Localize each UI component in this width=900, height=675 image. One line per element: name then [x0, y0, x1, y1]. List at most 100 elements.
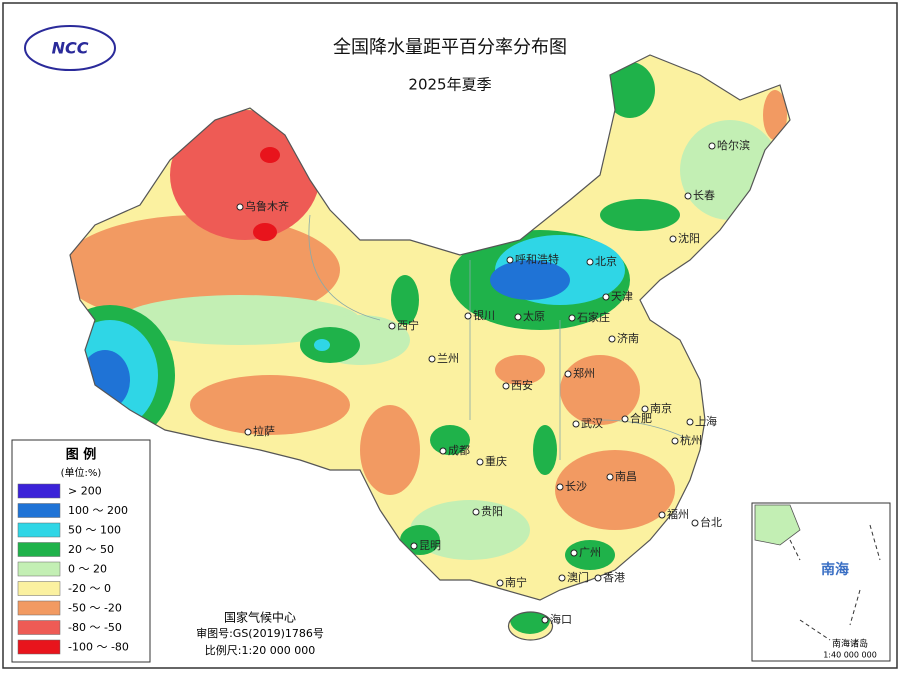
city-marker [244, 428, 252, 436]
legend-swatch [17, 620, 61, 635]
city-name: 沈阳 [678, 231, 700, 245]
city-marker [658, 511, 666, 519]
city-name: 北京 [595, 254, 617, 268]
legend-label: 100 ～ 200 [68, 504, 128, 517]
city-name: 济南 [617, 331, 639, 345]
legend-swatch [17, 503, 61, 518]
legend-label: 50 ～ 100 [68, 524, 121, 537]
legend-label: -50 ～ -20 [68, 602, 122, 615]
city-name: 台北 [700, 515, 722, 529]
inset-caption: 南海诸岛 [832, 638, 868, 650]
legend-label: -80 ～ -50 [68, 621, 122, 634]
city-name: 福州 [667, 507, 689, 521]
city-marker [641, 405, 649, 413]
city-marker [410, 542, 418, 550]
legend-label: 20 ～ 50 [68, 543, 114, 556]
city-marker [608, 335, 616, 343]
city-name: 南昌 [615, 470, 637, 483]
legend-swatch [17, 639, 61, 655]
city-marker [684, 192, 692, 200]
footer-agency: 国家气候中心 [224, 610, 296, 625]
city-marker [686, 418, 694, 426]
province-borders [308, 214, 691, 460]
city-marker [691, 519, 699, 527]
city-marker [388, 322, 396, 330]
city-name: 重庆 [485, 454, 507, 468]
legend-title: 图 例 [66, 447, 97, 463]
south-sea-inset: 南海 南海诸岛 1:40 000 000 [751, 502, 891, 662]
city-name: 呼和浩特 [515, 252, 559, 266]
city-marker [708, 142, 716, 150]
footer-approval: 审图号:GS(2019)1786号 [196, 626, 324, 640]
city-name: 长春 [693, 189, 715, 202]
legend-label: -20 ～ 0 [68, 582, 111, 595]
city-name: 哈尔滨 [717, 138, 750, 152]
city-name: 广州 [579, 546, 601, 559]
city-marker [464, 312, 472, 320]
city-marker [558, 574, 566, 582]
city-name: 天津 [611, 290, 633, 303]
city-marker [586, 258, 594, 266]
city-name: 南京 [650, 401, 672, 415]
inset-scale: 1:40 000 000 [823, 651, 877, 660]
city-marker [428, 355, 436, 363]
city-name: 西安 [511, 378, 533, 392]
logo-text: NCC [52, 39, 89, 58]
city-marker [236, 203, 244, 211]
legend-swatch [17, 581, 61, 596]
city-marker [606, 473, 614, 481]
city-name: 海口 [550, 612, 572, 626]
legend-swatch [17, 542, 61, 557]
city-marker [472, 508, 480, 516]
city-name: 拉萨 [253, 424, 275, 438]
city-marker [541, 616, 549, 624]
city-marker [602, 293, 610, 301]
city-name: 合肥 [630, 411, 652, 425]
city-marker [496, 579, 504, 587]
legend: 图 例 (单位:%) > 200 100 ～ 200 50 ～ 100 20 ～ 50… [11, 439, 151, 663]
city-name: 澳门 [567, 570, 589, 584]
city-name: 昆明 [419, 539, 441, 552]
city-name: 郑州 [573, 366, 595, 380]
city-marker [594, 574, 602, 582]
city-marker [502, 382, 510, 390]
city-marker [476, 458, 484, 466]
legend-label: > 200 [68, 485, 102, 498]
legend-unit: (单位:%) [61, 466, 102, 479]
city-name: 银川 [473, 308, 495, 322]
footer-scale: 比例尺:1:20 000 000 [205, 643, 315, 657]
legend-swatch [17, 561, 61, 577]
city-name: 贵阳 [481, 505, 503, 518]
city-name: 杭州 [680, 433, 702, 447]
city-name: 香港 [603, 571, 625, 584]
legend-label: -100 ～ -80 [68, 641, 129, 654]
city-name: 乌鲁木齐 [245, 199, 289, 213]
city-marker [439, 447, 447, 455]
city-marker [671, 437, 679, 445]
inset-sea-label: 南海 [821, 561, 849, 578]
city-name: 西宁 [397, 318, 419, 332]
city-marker [506, 256, 514, 264]
city-marker [568, 314, 576, 322]
city-name: 南宁 [505, 575, 527, 589]
legend-swatch [17, 600, 61, 616]
city-name: 武汉 [581, 417, 603, 430]
city-name: 兰州 [437, 352, 459, 365]
city-marker [514, 313, 522, 321]
city-marker [572, 420, 580, 428]
logo: NCC [24, 25, 116, 71]
city-name: 太原 [523, 310, 545, 323]
legend-swatch [17, 522, 61, 538]
legend-label: 0 ～ 20 [68, 563, 107, 576]
city-name: 石家庄 [577, 310, 610, 324]
map-subtitle: 2025年夏季 [408, 76, 491, 94]
map-title: 全国降水量距平百分率分布图 [333, 37, 567, 58]
city-marker [556, 483, 564, 491]
city-name: 长沙 [565, 480, 587, 493]
city-name: 成都 [448, 444, 470, 457]
city-marker [621, 415, 629, 423]
city-marker [570, 549, 578, 557]
city-marker [564, 370, 572, 378]
